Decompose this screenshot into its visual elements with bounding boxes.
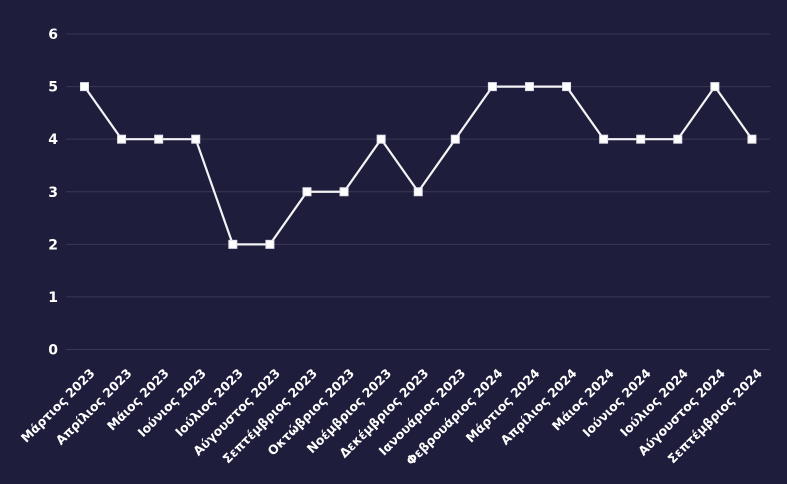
data-point-marker	[302, 187, 312, 197]
data-point-marker	[450, 134, 460, 144]
data-point-marker	[154, 134, 164, 144]
data-point-marker	[747, 134, 757, 144]
y-axis-label: 4	[48, 132, 58, 148]
data-point-marker	[636, 134, 646, 144]
data-point-marker	[673, 134, 683, 144]
data-point-marker	[710, 82, 720, 92]
data-point-marker	[413, 187, 423, 197]
data-point-marker	[524, 82, 534, 92]
data-point-marker	[487, 82, 497, 92]
data-point-marker	[339, 187, 349, 197]
data-point-marker	[228, 239, 238, 249]
data-point-marker	[117, 134, 127, 144]
data-line	[83, 84, 753, 246]
data-point-marker	[376, 134, 386, 144]
y-axis-label: 1	[48, 290, 58, 306]
y-axis-label: 2	[48, 237, 58, 253]
data-point-marker	[265, 239, 275, 249]
data-point-marker	[191, 134, 201, 144]
data-point-marker	[599, 134, 609, 144]
y-axis-label: 6	[48, 27, 58, 43]
data-point-marker	[80, 82, 89, 92]
y-axis-label: 0	[48, 343, 58, 359]
data-point-marker	[562, 82, 572, 92]
y-axis-label: 5	[48, 80, 58, 96]
y-axis-label: 3	[48, 185, 58, 201]
